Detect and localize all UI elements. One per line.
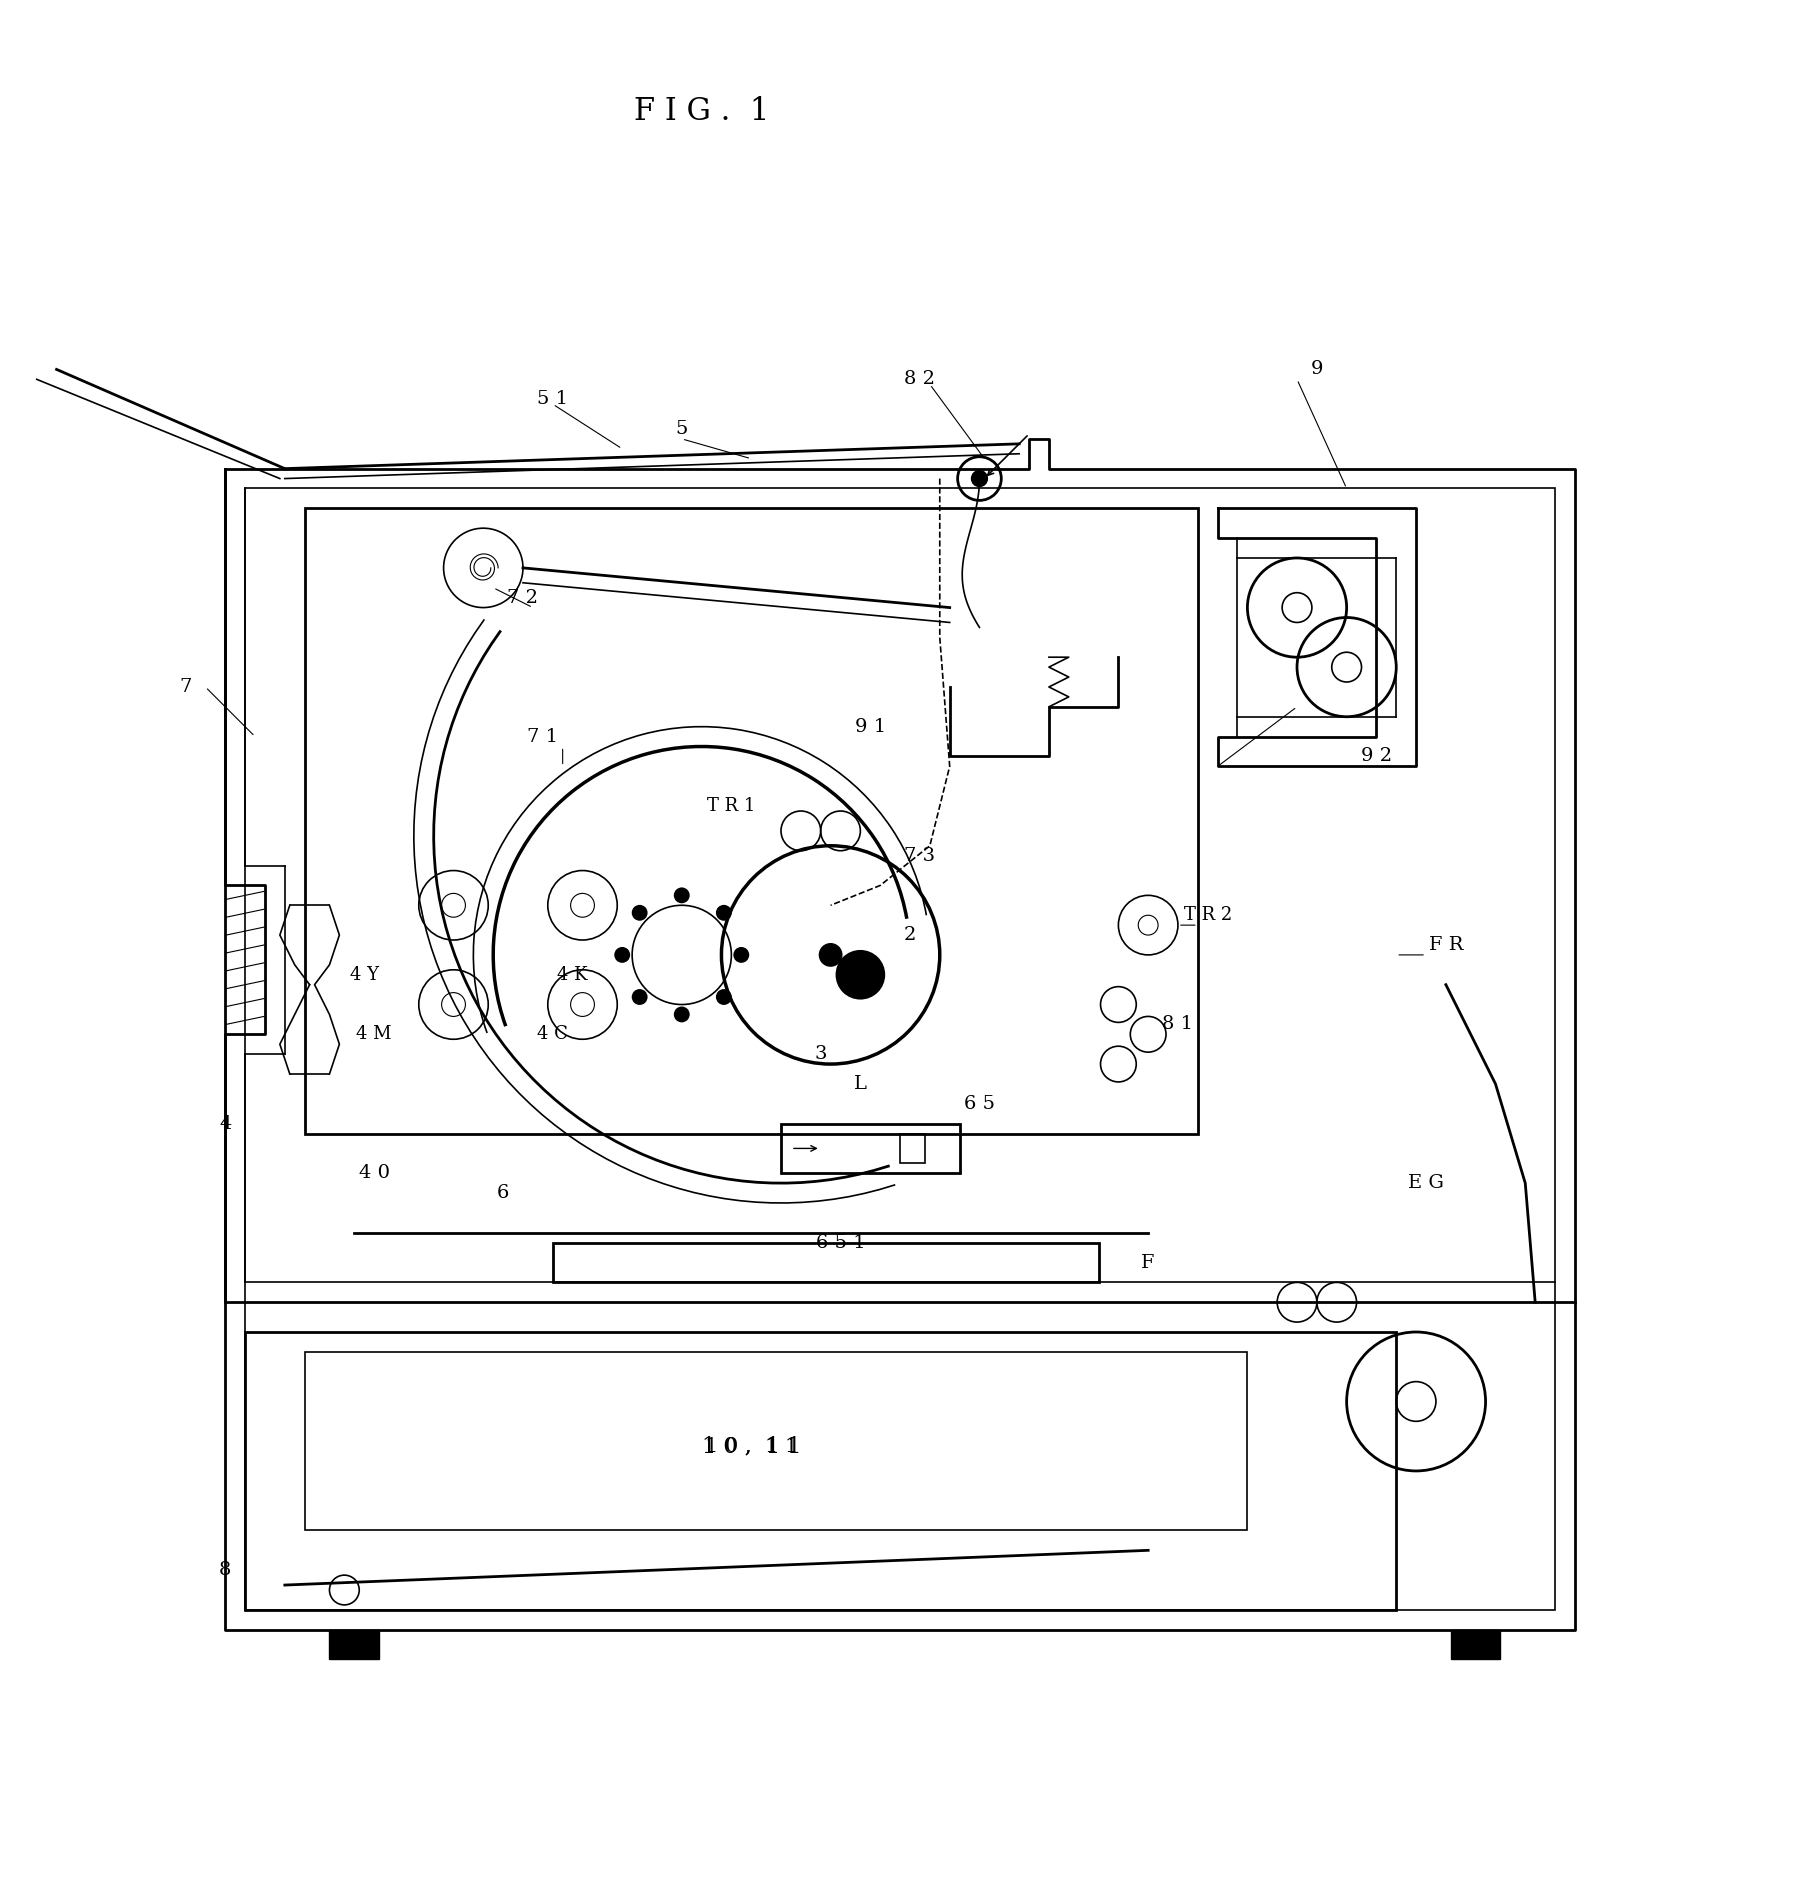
Text: 4 C: 4 C	[537, 1025, 568, 1042]
Bar	[1452, 1631, 1501, 1659]
Circle shape	[631, 905, 648, 920]
Text: 4 K: 4 K	[557, 965, 588, 984]
Text: 8 2: 8 2	[904, 369, 935, 388]
Text: 7: 7	[180, 679, 191, 696]
Text: T R 2: T R 2	[1184, 907, 1231, 924]
Text: 5 1: 5 1	[537, 390, 568, 409]
Circle shape	[717, 990, 731, 1005]
Bar	[780, 1123, 960, 1172]
Text: 1 0 ,  1 1: 1 0 , 1 1	[702, 1434, 800, 1457]
Text: 7 3: 7 3	[904, 846, 935, 865]
Circle shape	[631, 990, 648, 1005]
Text: L: L	[853, 1074, 868, 1093]
Circle shape	[971, 471, 988, 486]
Circle shape	[819, 942, 842, 967]
Text: T R 1: T R 1	[708, 797, 755, 814]
Bar	[900, 1133, 924, 1163]
Text: 6 5 1: 6 5 1	[815, 1233, 866, 1252]
Text: F I G .  1: F I G . 1	[633, 96, 769, 126]
Text: 6: 6	[497, 1184, 509, 1203]
Text: 9: 9	[1311, 360, 1322, 379]
Text: E G: E G	[1408, 1174, 1444, 1191]
Text: F R: F R	[1428, 937, 1462, 954]
Bar	[553, 1242, 1099, 1282]
Text: F: F	[1141, 1254, 1155, 1272]
Bar	[304, 1352, 1248, 1531]
Circle shape	[673, 1007, 689, 1022]
Text: 1 0 ,  1 1: 1 0 , 1 1	[704, 1436, 799, 1455]
Text: 2: 2	[904, 926, 917, 944]
Text: 6 5: 6 5	[964, 1095, 995, 1112]
Circle shape	[717, 905, 731, 920]
Text: 3: 3	[815, 1044, 828, 1063]
Text: 4 M: 4 M	[357, 1025, 391, 1042]
Text: 8: 8	[218, 1561, 231, 1580]
Text: 8 1: 8 1	[1162, 1016, 1193, 1033]
Text: 4 0: 4 0	[358, 1165, 389, 1182]
Text: 7 2: 7 2	[508, 588, 538, 607]
Text: 7 1: 7 1	[528, 728, 558, 746]
Text: 4 Y: 4 Y	[349, 965, 378, 984]
Text: 9 1: 9 1	[855, 718, 886, 735]
Circle shape	[673, 888, 689, 903]
Text: 5: 5	[675, 420, 688, 437]
Circle shape	[733, 946, 749, 963]
Text: 9 2: 9 2	[1361, 748, 1392, 765]
Text: 4: 4	[218, 1114, 231, 1133]
Circle shape	[615, 946, 629, 963]
Circle shape	[835, 950, 886, 999]
Bar	[329, 1631, 378, 1659]
Bar	[246, 1333, 1397, 1610]
